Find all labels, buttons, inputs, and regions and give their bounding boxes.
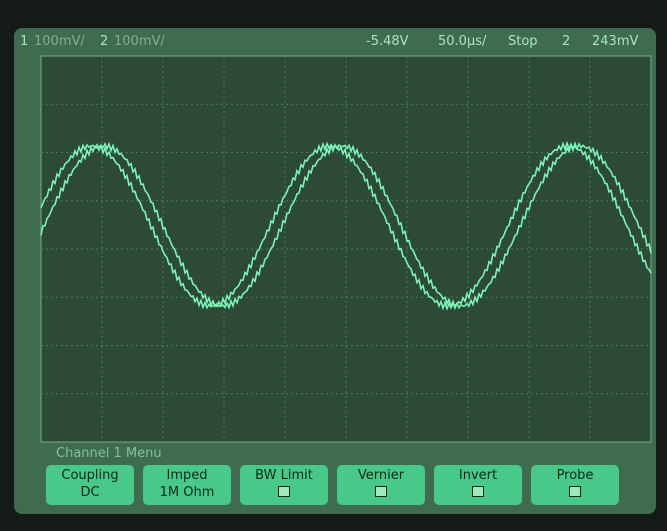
checkbox xyxy=(569,486,581,497)
timebase: 50.0µs/ xyxy=(438,34,486,49)
run-state: Stop xyxy=(508,34,538,49)
ch2: 2 xyxy=(100,34,108,49)
softkey-label: Coupling xyxy=(46,467,134,484)
ch1-scale: 100mV/ xyxy=(34,34,85,49)
ch2-scale: 100mV/ xyxy=(114,34,165,49)
menu-title: Channel 1 Menu xyxy=(56,446,162,461)
checkbox xyxy=(278,486,290,497)
trigger-level: -5.48V xyxy=(366,34,409,49)
softkey-value: DC xyxy=(46,484,134,501)
softkey[interactable]: Invert xyxy=(434,465,522,505)
checkbox xyxy=(375,486,387,497)
softkey-label: Invert xyxy=(434,467,522,484)
graticule xyxy=(14,28,656,514)
softkey[interactable]: BW Limit xyxy=(240,465,328,505)
softkey-label: Probe xyxy=(531,467,619,484)
softkey-value: 1M Ohm xyxy=(143,484,231,501)
status-bar: 1 100mV/ 2 100mV/ -5.48V 50.0µs/ Stop 2 … xyxy=(14,32,656,52)
softkey[interactable]: Vernier xyxy=(337,465,425,505)
trigger-source: 2 xyxy=(562,34,570,49)
softkey-label: BW Limit xyxy=(240,467,328,484)
trigger-value: 243mV xyxy=(592,34,638,49)
softkey[interactable]: Probe xyxy=(531,465,619,505)
checkbox xyxy=(472,486,484,497)
scope-screen: 1 100mV/ 2 100mV/ -5.48V 50.0µs/ Stop 2 … xyxy=(14,28,656,514)
softkey-label: Vernier xyxy=(337,467,425,484)
softkey-label: Imped xyxy=(143,467,231,484)
page: 1 100mV/ 2 100mV/ -5.48V 50.0µs/ Stop 2 … xyxy=(0,0,667,531)
ch1: 1 xyxy=(20,34,28,49)
